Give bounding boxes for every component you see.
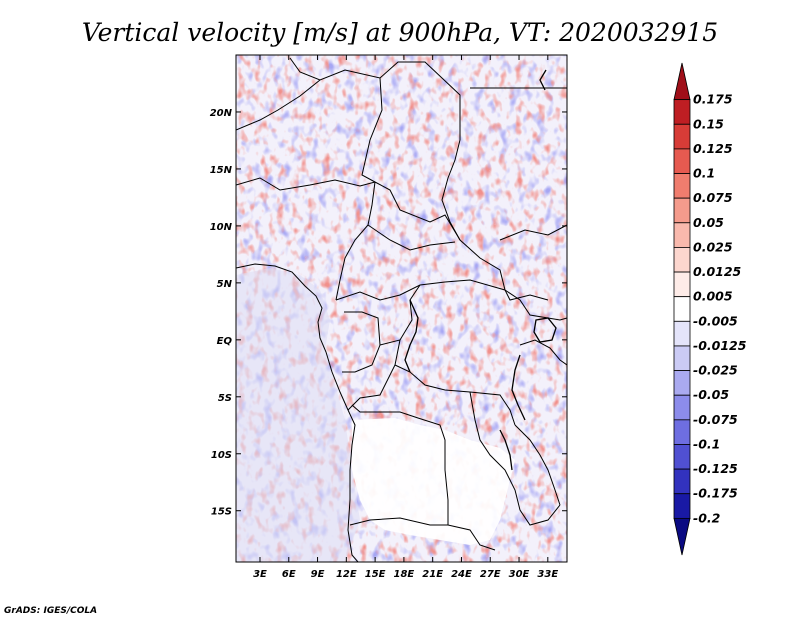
colorbar-swatch bbox=[673, 345, 691, 371]
ocean-region bbox=[236, 268, 360, 562]
y-tick-label: 20N bbox=[210, 108, 233, 119]
colorbar-swatch bbox=[673, 123, 691, 150]
colorbar-label: 0.15 bbox=[693, 116, 724, 131]
colorbar-label: 0.175 bbox=[693, 92, 733, 107]
y-axis: 20N 15N 10N 5N EQ 5S 10S 15S bbox=[210, 108, 567, 518]
x-tick-label: 21E bbox=[422, 569, 443, 580]
credit-text: GrADS: IGES/COLA bbox=[4, 606, 97, 616]
colorbar-label: 0.025 bbox=[693, 239, 733, 254]
x-tick-label: 3E bbox=[253, 569, 267, 580]
y-tick-label: 5N bbox=[217, 279, 233, 290]
plot-frame bbox=[235, 54, 568, 563]
x-tick-label: 18E bbox=[394, 569, 415, 580]
colorbar-label: -0.175 bbox=[693, 486, 738, 501]
colorbar-cap-bottom bbox=[673, 517, 691, 556]
colorbar-label: -0.005 bbox=[693, 313, 738, 328]
colorbar-label: 0.0125 bbox=[693, 264, 742, 279]
weak-signal-region bbox=[352, 418, 515, 545]
colorbar-swatch bbox=[673, 173, 691, 199]
colorbar-cap-top bbox=[673, 62, 691, 101]
y-tick-label: 10S bbox=[211, 450, 232, 461]
colorbar-swatch bbox=[673, 320, 691, 347]
colorbar-label: -0.025 bbox=[693, 363, 738, 378]
colorbar-swatch bbox=[673, 197, 691, 224]
colorbar-swatch bbox=[673, 468, 691, 495]
x-tick-label: 9E bbox=[311, 569, 325, 580]
x-tick-label: 30E bbox=[509, 569, 530, 580]
colorbar-swatch bbox=[673, 222, 691, 248]
colorbar-swatch bbox=[673, 296, 691, 322]
colorbar-swatch bbox=[673, 493, 691, 519]
x-tick-label: 33E bbox=[537, 569, 558, 580]
colorbar-swatch bbox=[673, 148, 691, 174]
colorbar-label: -0.125 bbox=[693, 461, 738, 476]
colorbar-swatch bbox=[673, 419, 691, 445]
colorbar-swatch bbox=[673, 444, 691, 470]
colorbar-label: 0.05 bbox=[693, 215, 724, 230]
plot-area bbox=[236, 55, 567, 562]
colorbar-swatch bbox=[673, 271, 691, 298]
y-tick-label: 15S bbox=[211, 507, 232, 518]
y-tick-label: 10N bbox=[210, 222, 233, 233]
y-tick-label: 15N bbox=[210, 165, 233, 176]
colorbar-label: 0.005 bbox=[693, 289, 733, 304]
x-tick-label: 27E bbox=[480, 569, 501, 580]
y-tick-label: EQ bbox=[217, 336, 233, 347]
colorbar-swatch bbox=[673, 370, 691, 396]
y-tick-label: 5S bbox=[218, 393, 232, 404]
colorbar-swatch bbox=[673, 394, 691, 421]
colorbar-label: -0.05 bbox=[693, 387, 729, 402]
map-borders bbox=[236, 57, 567, 562]
colorbar-label: -0.0125 bbox=[693, 338, 747, 353]
chart-title: Vertical velocity [m/s] at 900hPa, VT: 2… bbox=[82, 18, 718, 47]
colorbar-label: -0.1 bbox=[693, 436, 720, 451]
x-tick-label: 12E bbox=[336, 569, 357, 580]
colorbar-label: -0.075 bbox=[693, 412, 738, 427]
colorbar: 0.175 0.15 0.125 0.1 0.075 0.05 0.025 0.0125 0.0… bbox=[673, 62, 747, 556]
x-tick-label: 24E bbox=[451, 569, 472, 580]
colorbar-swatch bbox=[673, 247, 691, 273]
colorbar-label: -0.2 bbox=[693, 510, 720, 525]
colorbar-label: 0.075 bbox=[693, 190, 733, 205]
colorbar-swatch bbox=[673, 99, 691, 125]
x-tick-label: 6E bbox=[282, 569, 296, 580]
colorbar-label: 0.1 bbox=[693, 166, 715, 181]
colorbar-label: 0.125 bbox=[693, 141, 733, 156]
x-tick-label: 15E bbox=[365, 569, 386, 580]
x-axis: 3E 6E 9E 12E 15E 18E 21E 24E 27E 30E 33E bbox=[253, 55, 558, 580]
